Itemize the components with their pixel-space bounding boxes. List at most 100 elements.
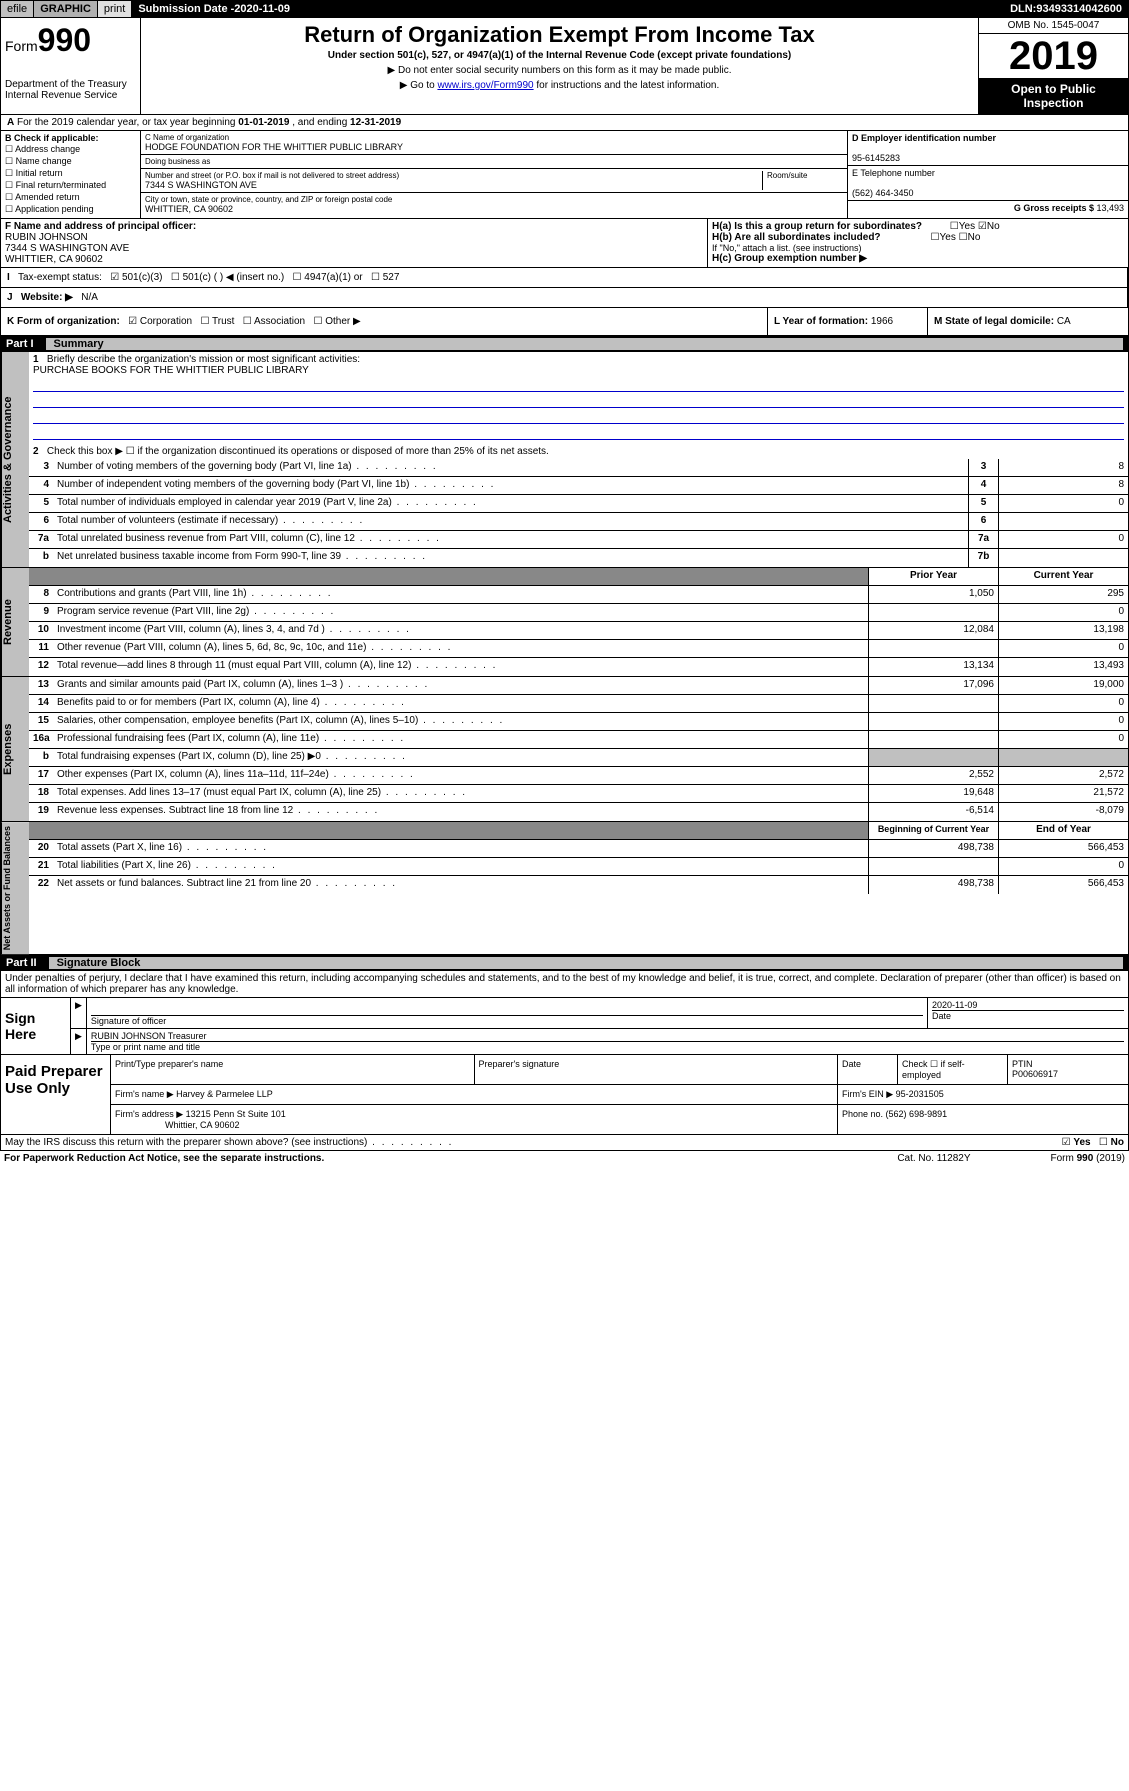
form-number: Form990 [5,22,136,59]
sign-block: Sign Here ▶ Signature of officer 2020-11… [0,998,1129,1055]
summary-row: 21Total liabilities (Part X, line 26)0 [29,858,1128,876]
summary-governance: Activities & Governance 1 Briefly descri… [0,352,1129,568]
box-f: F Name and address of principal officer:… [1,219,708,267]
check-final-return[interactable]: ☐ Final return/terminated [5,180,136,191]
side-governance: Activities & Governance [1,352,29,567]
irs-link[interactable]: www.irs.gov/Form990 [437,80,533,91]
firm-addr: 13215 Penn St Suite 101 [186,1109,286,1119]
summary-row: 13Grants and similar amounts paid (Part … [29,677,1128,695]
ein-label: D Employer identification number [852,133,996,143]
receipts-value: 13,493 [1096,203,1124,213]
form-title: Return of Organization Exempt From Incom… [145,22,974,48]
summary-row: 20Total assets (Part X, line 16)498,7385… [29,840,1128,858]
summary-row: 15Salaries, other compensation, employee… [29,713,1128,731]
row-j: J Website: ▶ N/A [0,288,1129,308]
phone-label: E Telephone number [852,168,935,178]
firm-name: Harvey & Parmelee LLP [176,1089,273,1099]
state-domicile: CA [1057,316,1071,327]
year-formation: 1966 [871,316,893,327]
summary-row: 11Other revenue (Part VIII, column (A), … [29,640,1128,658]
check-initial-return[interactable]: ☐ Initial return [5,168,136,179]
arrow-icon: ▶ [71,998,87,1028]
department: Department of the Treasury Internal Reve… [5,79,136,101]
open-public-badge: Open to Public Inspection [979,78,1128,114]
ptin-value: P00606917 [1012,1069,1058,1079]
summary-row: 3Number of voting members of the governi… [29,459,1128,477]
box-h: H(a) Is this a group return for subordin… [708,219,1128,267]
perjury-statement: Under penalties of perjury, I declare th… [0,971,1129,998]
summary-row: bTotal fundraising expenses (Part IX, co… [29,749,1128,767]
check-amended[interactable]: ☐ Amended return [5,192,136,203]
summary-row: 6Total number of volunteers (estimate if… [29,513,1128,531]
row-i: I Tax-exempt status: ☑ 501(c)(3) ☐ 501(c… [0,268,1129,288]
summary-row: 12Total revenue—add lines 8 through 11 (… [29,658,1128,676]
addr-value: 7344 S WASHINGTON AVE [145,180,762,190]
arrow-icon: ▶ [71,1029,87,1054]
paid-preparer-block: Paid Preparer Use Only Print/Type prepar… [0,1055,1129,1135]
sign-date: 2020-11-09 [932,1000,1124,1011]
print-button[interactable]: print [98,1,132,17]
summary-row: 7aTotal unrelated business revenue from … [29,531,1128,549]
check-app-pending[interactable]: ☐ Application pending [5,204,136,215]
summary-row: 8Contributions and grants (Part VIII, li… [29,586,1128,604]
side-expenses: Expenses [1,677,29,821]
summary-revenue: Revenue Prior Year Current Year 8Contrib… [0,568,1129,677]
dba-label: Doing business as [145,157,843,166]
summary-row: bNet unrelated business taxable income f… [29,549,1128,567]
addr-label: Number and street (or P.O. box if mail i… [145,171,762,180]
room-label: Room/suite [763,171,843,190]
signer-name: RUBIN JOHNSON Treasurer [91,1031,1124,1042]
top-bar: efile GRAPHIC print Submission Date - 20… [0,0,1129,18]
row-klm: K Form of organization: ☑ Corporation ☐ … [0,308,1129,336]
summary-row: 4Number of independent voting members of… [29,477,1128,495]
paid-preparer-label: Paid Preparer Use Only [1,1055,111,1134]
summary-row: 5Total number of individuals employed in… [29,495,1128,513]
dln: DLN: 93493314042600 [1004,1,1128,17]
discuss-row: May the IRS discuss this return with the… [0,1135,1129,1151]
footer: For Paperwork Reduction Act Notice, see … [0,1151,1129,1166]
graphic-label: GRAPHIC [34,1,98,17]
summary-row: 18Total expenses. Add lines 13–17 (must … [29,785,1128,803]
summary-expenses: Expenses 13Grants and similar amounts pa… [0,677,1129,822]
line-a-period: A For the 2019 calendar year, or tax yea… [0,115,1129,131]
summary-row: 22Net assets or fund balances. Subtract … [29,876,1128,894]
city-label: City or town, state or province, country… [145,195,843,204]
note-ssn: ▶ Do not enter social security numbers o… [145,65,974,76]
ein-value: 95-6145283 [852,153,900,163]
box-c: C Name of organization HODGE FOUNDATION … [141,131,848,218]
form-header: Form990 Department of the Treasury Inter… [0,18,1129,115]
form-subtitle: Under section 501(c), 527, or 4947(a)(1)… [145,50,974,61]
row-fh: F Name and address of principal officer:… [0,219,1129,268]
firm-city: Whittier, CA 90602 [165,1120,240,1130]
firm-ein: 95-2031505 [896,1089,944,1099]
check-address-change[interactable]: ☐ Address change [5,144,136,155]
firm-phone: (562) 698-9891 [886,1109,948,1119]
summary-row: 19Revenue less expenses. Subtract line 1… [29,803,1128,821]
spacer [297,1,1004,17]
side-revenue: Revenue [1,568,29,676]
part1-header: Part I Summary [0,336,1129,352]
side-netassets: Net Assets or Fund Balances [1,822,29,954]
omb-number: OMB No. 1545-0047 [979,18,1128,34]
summary-row: 10Investment income (Part VIII, column (… [29,622,1128,640]
form-ref: Form 990 (2019) [1051,1153,1125,1164]
org-name: HODGE FOUNDATION FOR THE WHITTIER PUBLIC… [145,142,843,152]
summary-row: 14Benefits paid to or for members (Part … [29,695,1128,713]
summary-row: 17Other expenses (Part IX, column (A), l… [29,767,1128,785]
check-name-change[interactable]: ☐ Name change [5,156,136,167]
part2-header: Part II Signature Block [0,955,1129,971]
summary-row: 9Program service revenue (Part VIII, lin… [29,604,1128,622]
city-value: WHITTIER, CA 90602 [145,204,843,214]
note-link: ▶ Go to www.irs.gov/Form990 for instruct… [145,80,974,91]
receipts-label: G Gross receipts $ [1014,203,1097,213]
box-d: D Employer identification number 95-6145… [848,131,1128,218]
org-name-label: C Name of organization [145,133,843,142]
website-value: N/A [81,292,98,303]
mission-text: PURCHASE BOOKS FOR THE WHITTIER PUBLIC L… [33,365,309,376]
officer-name: RUBIN JOHNSON [5,232,88,243]
tax-year: 2019 [979,34,1128,78]
officer-city: WHITTIER, CA 90602 [5,254,103,265]
efile-label: efile [1,1,34,17]
box-b: B Check if applicable: ☐ Address change … [1,131,141,218]
phone-value: (562) 464-3450 [852,188,914,198]
